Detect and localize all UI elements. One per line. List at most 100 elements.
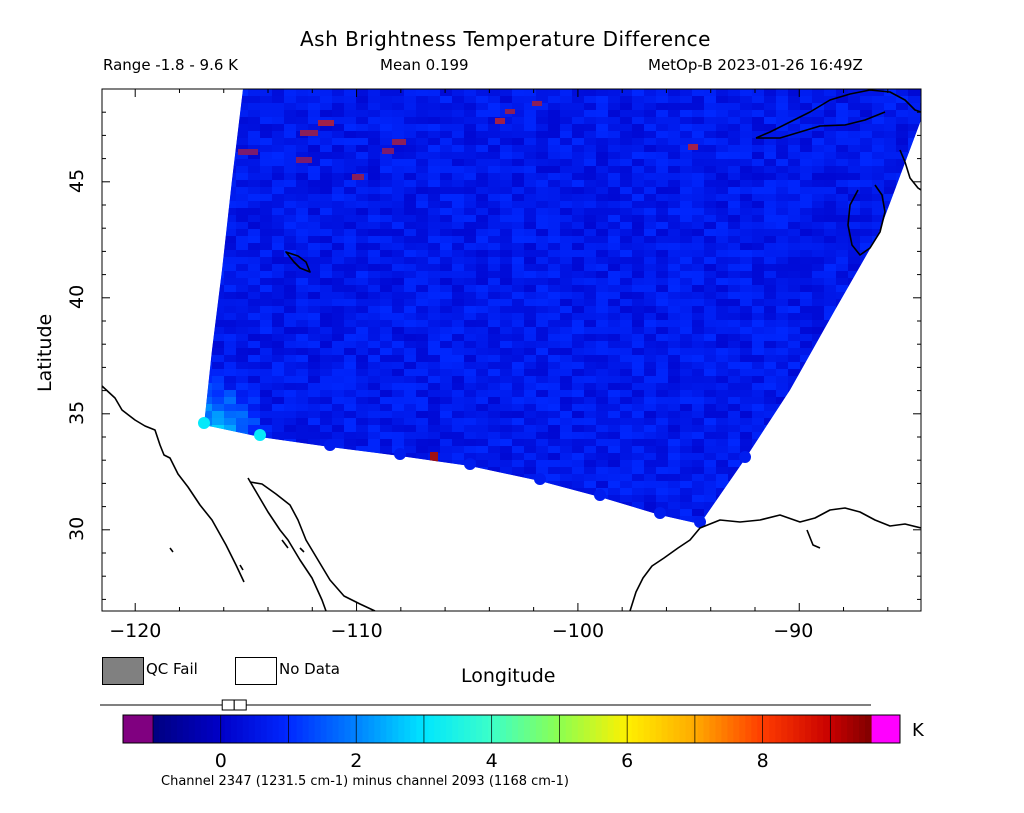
swath-pixel xyxy=(584,278,596,285)
swath-pixel xyxy=(728,208,740,215)
swath-pixel xyxy=(476,271,488,278)
swath-pixel xyxy=(344,243,356,250)
swath-pixel xyxy=(776,159,788,166)
swath-pixel xyxy=(572,208,584,215)
swath-pixel xyxy=(344,334,356,341)
swath-pixel xyxy=(776,250,788,257)
swath-pixel xyxy=(692,418,704,425)
swath-pixel xyxy=(788,159,800,166)
swath-pixel xyxy=(392,96,404,103)
swath-pixel xyxy=(836,110,848,117)
swath-pixel xyxy=(764,411,776,418)
swath-pixel xyxy=(608,334,620,341)
swath-pixel xyxy=(308,341,320,348)
swath-pixel xyxy=(308,327,320,334)
swath-pixel xyxy=(296,208,308,215)
swath-pixel xyxy=(248,229,260,236)
swath-pixel xyxy=(416,166,428,173)
swath-pixel xyxy=(464,187,476,194)
swath-pixel xyxy=(824,313,836,320)
swath-pixel xyxy=(704,460,716,467)
swath-pixel xyxy=(692,446,704,453)
swath-pixel xyxy=(704,271,716,278)
swath-pixel xyxy=(620,306,632,313)
swath-pixel xyxy=(272,390,284,397)
swath-pixel xyxy=(608,152,620,159)
swath-pixel xyxy=(584,180,596,187)
swath-pixel xyxy=(824,264,836,271)
swath-pixel xyxy=(800,264,812,271)
swath-pixel xyxy=(560,103,572,110)
swath-pixel xyxy=(488,180,500,187)
swath-pixel xyxy=(296,89,308,96)
swath-pixel xyxy=(740,383,752,390)
satellite-time-label: MetOp-B 2023-01-26 16:49Z xyxy=(648,56,863,74)
swath-pixel xyxy=(260,250,272,257)
swath-pixel xyxy=(920,194,921,201)
swath-pixel xyxy=(392,285,404,292)
swath-pixel xyxy=(716,152,728,159)
swath-pixel xyxy=(680,418,692,425)
swath-pixel xyxy=(716,89,728,96)
swath-pixel xyxy=(500,187,512,194)
swath-pixel xyxy=(836,257,848,264)
colorbar-segment xyxy=(559,715,567,743)
swath-pixel xyxy=(500,411,512,418)
swath-pixel xyxy=(788,103,800,110)
swath-pixel xyxy=(464,327,476,334)
swath-pixel xyxy=(236,145,248,152)
swath-pixel xyxy=(620,292,632,299)
swath-pixel xyxy=(668,390,680,397)
swath-pixel xyxy=(476,222,488,229)
swath-pixel xyxy=(584,257,596,264)
swath-pixel xyxy=(572,285,584,292)
colorbar-segment xyxy=(805,715,812,743)
swath-pixel xyxy=(620,313,632,320)
swath-pixel xyxy=(368,194,380,201)
swath-pixel xyxy=(452,292,464,299)
swath-pixel xyxy=(596,201,608,208)
swath-pixel xyxy=(728,278,740,285)
swath-pixel xyxy=(524,474,536,481)
swath-pixel xyxy=(716,411,728,418)
swath-pixel xyxy=(488,327,500,334)
swath-pixel xyxy=(920,481,921,488)
swath-pixel xyxy=(500,257,512,264)
swath-pixel xyxy=(416,229,428,236)
swath-pixel xyxy=(320,334,332,341)
swath-pixel xyxy=(572,355,584,362)
swath-pixel xyxy=(716,187,728,194)
swath-pixel xyxy=(392,369,404,376)
swath-pixel xyxy=(392,194,404,201)
swath-pixel xyxy=(548,103,560,110)
colorbar-over xyxy=(871,715,900,743)
swath-pixel xyxy=(476,446,488,453)
swath-pixel xyxy=(596,453,608,460)
colorbar-segment xyxy=(775,715,782,743)
swath-pixel xyxy=(344,145,356,152)
swath-pixel xyxy=(428,222,440,229)
swath-pixel xyxy=(644,362,656,369)
swath-pixel xyxy=(524,397,536,404)
swath-pixel xyxy=(204,404,212,411)
swath-pixel xyxy=(548,348,560,355)
qc-fail-label: QC Fail xyxy=(146,660,198,678)
swath-pixel xyxy=(788,362,800,369)
swath-pixel xyxy=(560,89,572,96)
swath-pixel xyxy=(416,327,428,334)
swath-pixel xyxy=(308,439,320,446)
swath-pixel xyxy=(632,306,644,313)
swath-pixel xyxy=(836,96,848,103)
swath-pixel xyxy=(740,418,752,425)
swath-pixel xyxy=(560,341,572,348)
swath-pixel xyxy=(488,229,500,236)
swath-pixel xyxy=(728,439,740,446)
swath-pixel xyxy=(596,131,608,138)
swath-pixel xyxy=(536,201,548,208)
swath-pixel xyxy=(464,355,476,362)
swath-pixel xyxy=(428,348,440,355)
swath-pixel xyxy=(524,460,536,467)
swath-pixel xyxy=(344,348,356,355)
swath-pixel xyxy=(380,397,392,404)
swath-pixel xyxy=(692,397,704,404)
